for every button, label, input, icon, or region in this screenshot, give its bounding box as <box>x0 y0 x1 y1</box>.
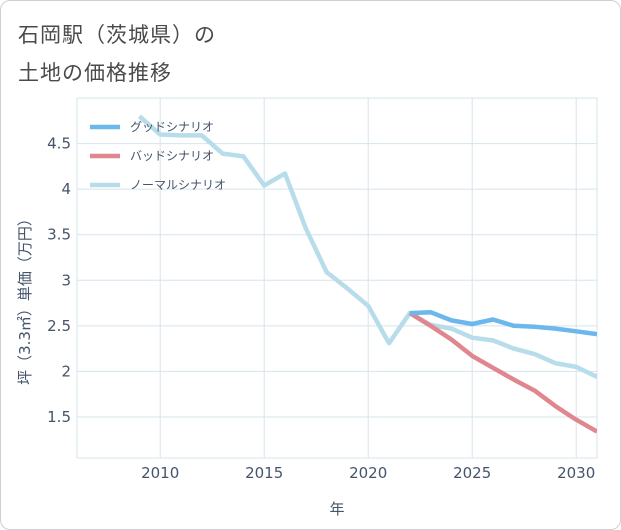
series-line-good <box>409 309 597 337</box>
y-tick-label: 4.5 <box>47 135 71 153</box>
legend-label-bad: バッドシナリオ <box>130 149 214 163</box>
x-tick-label: 2025 <box>453 464 491 482</box>
plot-area <box>76 97 598 459</box>
x-tick-label: 2030 <box>557 464 595 482</box>
legend-label-normal: ノーマルシナリオ <box>130 178 226 192</box>
y-tick-label: 1.5 <box>47 408 71 426</box>
page-title-line1: 石岡駅（茨城県）の <box>18 23 216 47</box>
y-tick-label: 4 <box>61 180 71 198</box>
y-tick-label: 3.5 <box>47 226 71 244</box>
x-axis-title: 年 <box>329 500 344 518</box>
y-tick-label: 2 <box>61 362 71 380</box>
y-axis-title: 坪（3.3㎡）単価（万円） <box>16 211 34 385</box>
y-tick-label: 3 <box>61 271 71 289</box>
legend-label-good: グッドシナリオ <box>130 120 214 134</box>
x-tick-label: 2015 <box>245 464 283 482</box>
y-tick-label: 2.5 <box>47 317 71 335</box>
series-line-normal <box>137 114 597 379</box>
x-tick-label: 2010 <box>141 464 179 482</box>
page-title-line2: 土地の価格推移 <box>18 61 172 85</box>
x-tick-label: 2020 <box>349 464 387 482</box>
series-line-bad <box>408 311 597 434</box>
